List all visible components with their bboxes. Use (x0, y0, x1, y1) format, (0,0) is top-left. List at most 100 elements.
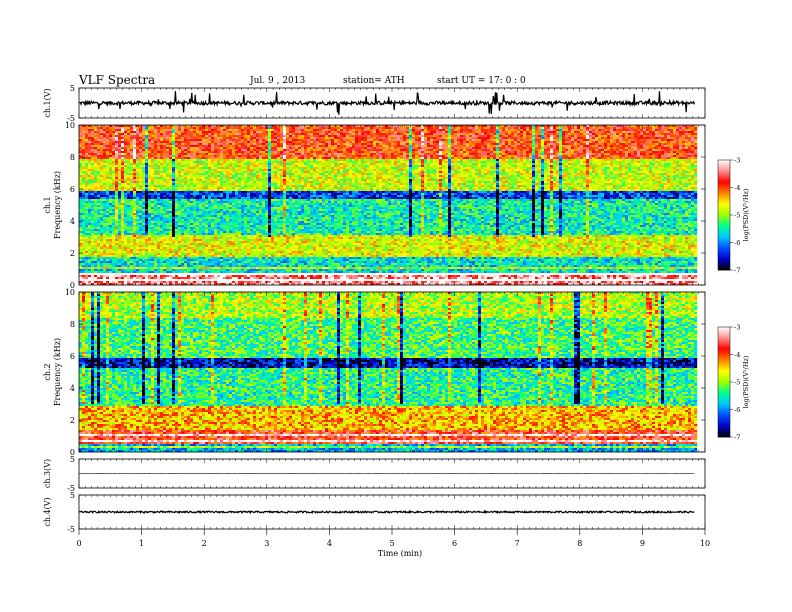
spectrogram-cell (109, 169, 112, 171)
spectrogram-cell (97, 137, 100, 139)
spectrogram-cell (124, 159, 127, 161)
spectrogram-cell (127, 135, 130, 137)
spectrogram-cell (100, 153, 103, 155)
spectrogram-cell (124, 221, 127, 223)
spectrogram-cell (109, 277, 112, 279)
spectrogram-cell (88, 225, 91, 227)
spectrogram-cell (115, 215, 118, 217)
spectrogram-cell (121, 241, 124, 243)
spectrogram-cell (103, 153, 106, 155)
spectrogram-cell (112, 231, 115, 233)
spectrogram-cell (91, 191, 94, 193)
spectrogram-cell (88, 149, 91, 151)
spectrogram-cell (97, 155, 100, 157)
spectrogram-cell (115, 227, 118, 229)
spectrogram-cell (106, 267, 109, 269)
spectrogram-cell (121, 157, 124, 159)
spectrogram-cell (79, 263, 82, 265)
spectrogram-cell (100, 133, 103, 135)
spectrogram-cell (103, 211, 106, 213)
spectrogram-cell (112, 253, 115, 255)
spectrogram-cell (115, 281, 118, 283)
spectrogram-cell (109, 205, 112, 207)
spectrogram-cell (115, 251, 118, 253)
spectrogram-cell (88, 269, 91, 271)
spectrogram-cell (115, 209, 118, 211)
spectrogram-cell (88, 175, 91, 177)
spectrogram-cell (103, 191, 106, 193)
spectrogram-cell (79, 245, 82, 247)
spectrogram-cell (79, 133, 82, 135)
spectrogram-cell (103, 229, 106, 231)
spectrogram-cell (124, 267, 127, 269)
spectrogram-cell (79, 139, 82, 141)
spectrogram-cell (109, 207, 112, 209)
spectrogram-cell (100, 277, 103, 279)
spectrogram-cell (121, 251, 124, 253)
spectrogram-cell (106, 129, 109, 131)
spectrogram-cell (112, 255, 115, 257)
spectrogram-cell (112, 251, 115, 253)
spectrogram-cell (82, 159, 85, 161)
spectrogram-cell (109, 177, 112, 179)
spectrogram-cell (106, 239, 109, 241)
spectrogram-cell (103, 245, 106, 247)
spectrogram-cell (85, 273, 88, 275)
spectrogram-cell (97, 133, 100, 135)
spectrogram-cell (106, 137, 109, 139)
spectrogram-cell (100, 241, 103, 243)
spectrogram-cell (118, 161, 121, 163)
spectrogram-cell (121, 279, 124, 281)
spectrogram-cell (94, 247, 97, 249)
spectrogram-cell (112, 175, 115, 177)
spectrogram-cell (127, 169, 130, 171)
spectrogram-cell (88, 155, 91, 157)
spectrogram-cell (94, 183, 97, 185)
spectrogram-cell (88, 279, 91, 281)
spectrogram-cell (82, 193, 85, 195)
spectrogram-cell (124, 145, 127, 147)
spectrogram-cell (91, 225, 94, 227)
spectrogram-cell (118, 137, 121, 139)
spectrogram-cell (82, 173, 85, 175)
spectrogram-cell (106, 243, 109, 245)
spectrogram-cell (82, 203, 85, 205)
spectrogram-cell (121, 213, 124, 215)
spectrogram-cell (124, 167, 127, 169)
spectrogram-cell (121, 159, 124, 161)
spectrogram-cell (121, 131, 124, 133)
spectrogram-cell (106, 165, 109, 167)
spectrogram-cell (91, 133, 94, 135)
spectrogram-cell (88, 185, 91, 187)
spectrogram-cell (118, 243, 121, 245)
spectrogram-cell (106, 225, 109, 227)
spectrogram-cell (115, 213, 118, 215)
spectrogram-cell (94, 219, 97, 221)
spectrogram-cell (118, 257, 121, 259)
spectrogram-cell (109, 241, 112, 243)
spectrogram-cell (82, 181, 85, 183)
spectrogram-cell (85, 243, 88, 245)
spectrogram-cell (100, 197, 103, 199)
spectrogram-cell (124, 127, 127, 129)
spectrogram-cell (91, 241, 94, 243)
spectrogram-cell (100, 207, 103, 209)
spectrogram-cell (103, 193, 106, 195)
spectrogram-cell (115, 225, 118, 227)
spectrogram-cell (94, 239, 97, 241)
spectrogram-cell (88, 151, 91, 153)
spectrogram-cell (118, 277, 121, 279)
spectrogram-cell (91, 243, 94, 245)
spectrogram-cell (118, 275, 121, 277)
spectrogram-cell (100, 195, 103, 197)
spectrogram-cell (121, 215, 124, 217)
spectrogram-cell (85, 251, 88, 253)
spectrogram-cell (85, 149, 88, 151)
spectrogram-cell (124, 231, 127, 233)
spectrogram-cell (100, 177, 103, 179)
spectrogram-cell (94, 269, 97, 271)
spectrogram-cell (127, 177, 130, 179)
spectrogram-cell (88, 129, 91, 131)
spectrogram-cell (103, 271, 106, 273)
spectrogram-cell (115, 207, 118, 209)
